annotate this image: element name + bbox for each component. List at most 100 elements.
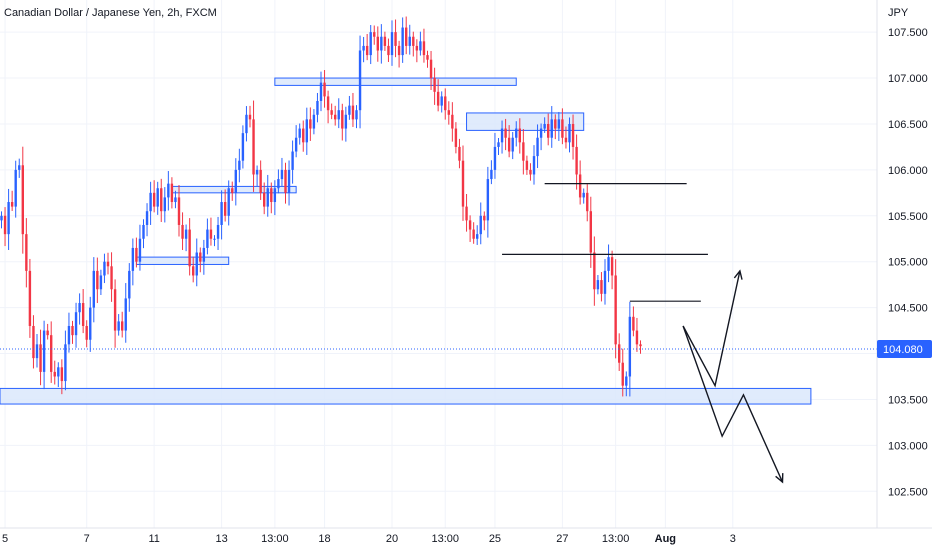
candle-body[interactable] — [50, 335, 53, 372]
candle-body[interactable] — [294, 137, 298, 152]
candle-body[interactable] — [610, 257, 614, 276]
candle-body[interactable] — [554, 119, 557, 129]
candle-body[interactable] — [287, 169, 291, 193]
candle-body[interactable] — [0, 215, 3, 221]
candle-body[interactable] — [376, 36, 379, 51]
candle-body[interactable] — [241, 133, 245, 161]
candle-body[interactable] — [277, 179, 280, 189]
candle-body[interactable] — [25, 234, 28, 271]
candle-body[interactable] — [302, 128, 305, 143]
candle-body[interactable] — [426, 55, 429, 60]
candle-body[interactable] — [525, 160, 529, 170]
candle-body[interactable] — [18, 165, 21, 170]
candle-body[interactable] — [408, 36, 411, 46]
candle-body[interactable] — [10, 202, 14, 207]
candle-body[interactable] — [92, 270, 95, 308]
candle-body[interactable] — [422, 41, 426, 56]
candle-body[interactable] — [124, 298, 127, 331]
candle-body[interactable] — [231, 188, 234, 193]
candle-body[interactable] — [220, 202, 223, 225]
candle-body[interactable] — [3, 215, 7, 235]
candle-body[interactable] — [582, 192, 585, 198]
candle-body[interactable] — [589, 211, 592, 253]
candle-body[interactable] — [152, 192, 156, 207]
candle-body[interactable] — [312, 114, 316, 129]
candle-body[interactable] — [539, 128, 543, 138]
candle-body[interactable] — [60, 367, 64, 382]
candle-body[interactable] — [206, 229, 209, 248]
candle-body[interactable] — [547, 123, 550, 138]
candle-body[interactable] — [35, 344, 39, 359]
candle-body[interactable] — [57, 367, 60, 377]
candle-body[interactable] — [103, 261, 106, 276]
candle-body[interactable] — [142, 224, 145, 239]
candle-body[interactable] — [522, 142, 525, 161]
candle-body[interactable] — [85, 325, 88, 340]
candle-body[interactable] — [209, 229, 213, 239]
candle-body[interactable] — [273, 188, 277, 203]
candle-body[interactable] — [593, 252, 596, 290]
candle-body[interactable] — [128, 270, 131, 299]
candle-body[interactable] — [7, 202, 10, 235]
candle-body[interactable] — [486, 179, 490, 221]
candle-body[interactable] — [259, 169, 262, 193]
candle-body[interactable] — [351, 105, 355, 120]
candle-body[interactable] — [511, 137, 514, 152]
candle-body[interactable] — [160, 188, 163, 212]
candle-body[interactable] — [53, 371, 56, 377]
candle-body[interactable] — [113, 289, 117, 331]
candle-body[interactable] — [284, 169, 287, 193]
candle-body[interactable] — [596, 280, 600, 290]
candle-body[interactable] — [280, 169, 284, 180]
candle-body[interactable] — [504, 128, 507, 138]
candle-body[interactable] — [571, 123, 575, 147]
candle-body[interactable] — [348, 105, 351, 115]
candle-body[interactable] — [405, 27, 408, 46]
candle-body[interactable] — [394, 32, 397, 46]
candle-body[interactable] — [71, 325, 74, 336]
candle-body[interactable] — [117, 321, 120, 331]
candle-body[interactable] — [316, 101, 319, 115]
candle-body[interactable] — [440, 96, 443, 106]
candle-body[interactable] — [628, 316, 632, 377]
candle-body[interactable] — [14, 169, 17, 207]
candle-body[interactable] — [412, 36, 415, 46]
candle-body[interactable] — [213, 238, 216, 240]
candle-body[interactable] — [390, 32, 394, 56]
candle-body[interactable] — [568, 123, 571, 143]
candle-body[interactable] — [419, 41, 422, 51]
candle-body[interactable] — [81, 303, 85, 326]
candle-body[interactable] — [39, 344, 42, 372]
candle-body[interactable] — [429, 59, 433, 79]
candle-body[interactable] — [78, 303, 81, 313]
candle-body[interactable] — [461, 160, 465, 207]
candle-body[interactable] — [266, 188, 269, 207]
candle-body[interactable] — [451, 114, 454, 129]
candle-body[interactable] — [515, 128, 518, 138]
candle-body[interactable] — [223, 202, 227, 216]
candle-body[interactable] — [369, 32, 372, 56]
candle-body[interactable] — [472, 229, 475, 239]
candle-body[interactable] — [184, 229, 188, 239]
candle-body[interactable] — [291, 151, 294, 170]
candle-body[interactable] — [500, 128, 504, 143]
candle-body[interactable] — [188, 229, 191, 267]
candle-body[interactable] — [309, 119, 312, 129]
candle-body[interactable] — [476, 234, 479, 239]
candle-body[interactable] — [355, 110, 358, 120]
candle-body[interactable] — [465, 206, 468, 221]
candle-body[interactable] — [401, 27, 404, 56]
candle-body[interactable] — [397, 45, 401, 56]
candle-body[interactable] — [387, 45, 390, 56]
candle-body[interactable] — [227, 188, 230, 216]
candle-body[interactable] — [252, 119, 255, 175]
candle-body[interactable] — [156, 188, 159, 207]
candle-body[interactable] — [42, 330, 46, 372]
candle-body[interactable] — [330, 110, 333, 115]
candle-body[interactable] — [632, 316, 635, 331]
candle-body[interactable] — [263, 192, 266, 207]
candle-body[interactable] — [436, 91, 440, 106]
candle-body[interactable] — [46, 330, 49, 336]
candle-body[interactable] — [607, 257, 610, 271]
